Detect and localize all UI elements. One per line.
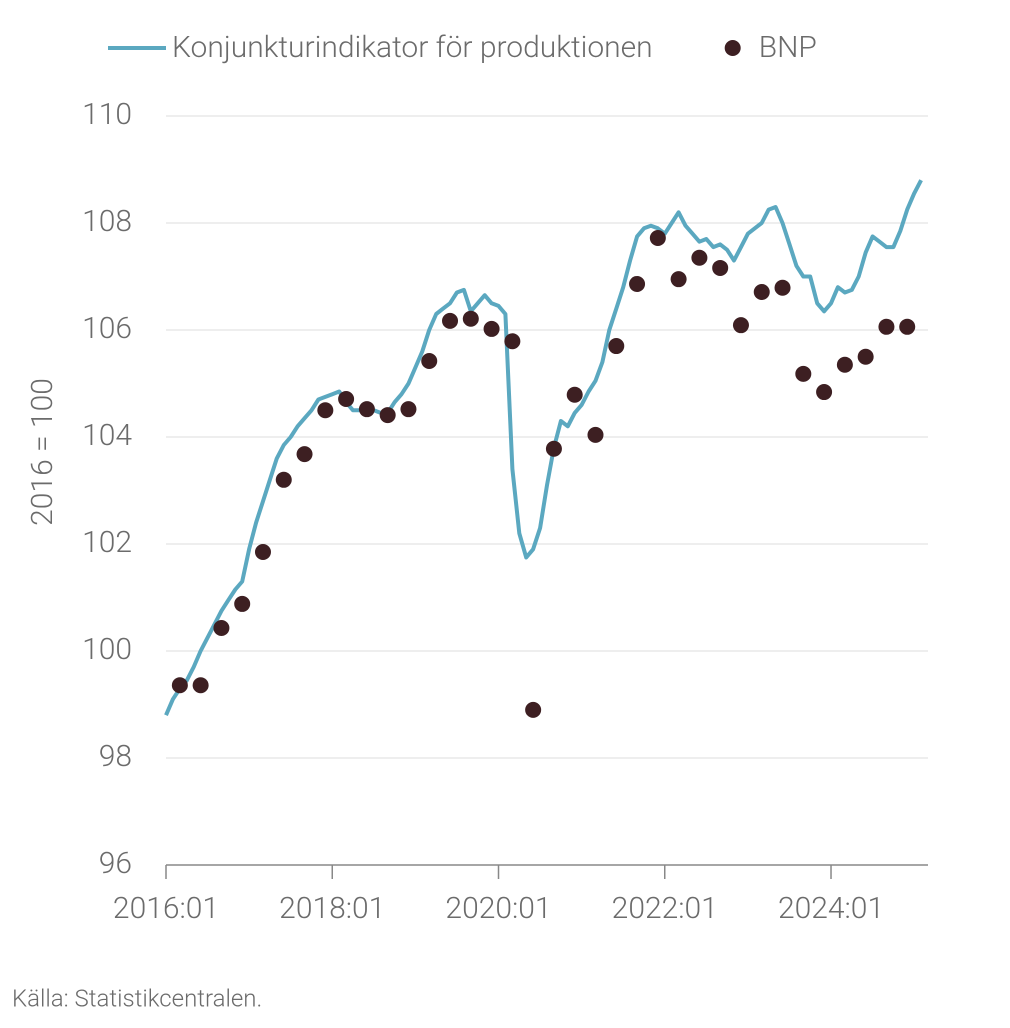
x-tick-label: 2020:01 [445, 891, 551, 926]
point [732, 317, 749, 334]
x-tick-label: 2018:01 [279, 891, 385, 926]
point [545, 440, 562, 457]
point [254, 544, 271, 561]
point [753, 284, 770, 301]
point [649, 229, 666, 246]
point [462, 310, 479, 327]
y-tick-label: 100 [82, 632, 132, 667]
point [836, 356, 853, 373]
point [317, 402, 334, 419]
point [816, 384, 833, 401]
y-tick-label: 110 [82, 97, 132, 132]
y-tick-label: 102 [82, 525, 132, 560]
point [608, 338, 625, 355]
point [442, 312, 459, 329]
y-tick-label: 104 [82, 418, 132, 453]
y-tick-label: 96 [99, 846, 132, 881]
point [691, 249, 708, 266]
point [379, 407, 396, 424]
y-tick-label: 106 [82, 311, 132, 346]
y-tick-label: 98 [99, 739, 132, 774]
point [213, 619, 230, 636]
point [400, 401, 417, 418]
point [712, 259, 729, 276]
y-tick-label: 108 [82, 204, 132, 239]
point [587, 426, 604, 443]
point [234, 595, 251, 612]
y-axis-label: 2016 = 100 [25, 378, 60, 526]
point [504, 333, 521, 350]
point [795, 365, 812, 382]
point [857, 348, 874, 365]
point [670, 271, 687, 288]
point [338, 391, 355, 408]
x-tick-label: 2024:01 [778, 891, 884, 926]
point [483, 320, 500, 337]
point [629, 275, 646, 292]
point [358, 401, 375, 418]
legend-label: BNP [759, 30, 817, 65]
point [421, 353, 438, 370]
point [774, 279, 791, 296]
x-tick-label: 2022:01 [612, 891, 718, 926]
line [164, 179, 923, 716]
point [275, 471, 292, 488]
x-tick-label: 2016:01 [113, 891, 219, 926]
point [525, 701, 542, 718]
legend-label: Konjunkturindikator för produktionen [172, 30, 653, 65]
point [296, 446, 313, 463]
point [171, 677, 188, 694]
point [878, 318, 895, 335]
point [192, 677, 209, 694]
point [899, 318, 916, 335]
source: Källa: Statistikcentralen. [12, 984, 262, 1012]
point [566, 386, 583, 403]
legend-swatch [724, 40, 741, 56]
